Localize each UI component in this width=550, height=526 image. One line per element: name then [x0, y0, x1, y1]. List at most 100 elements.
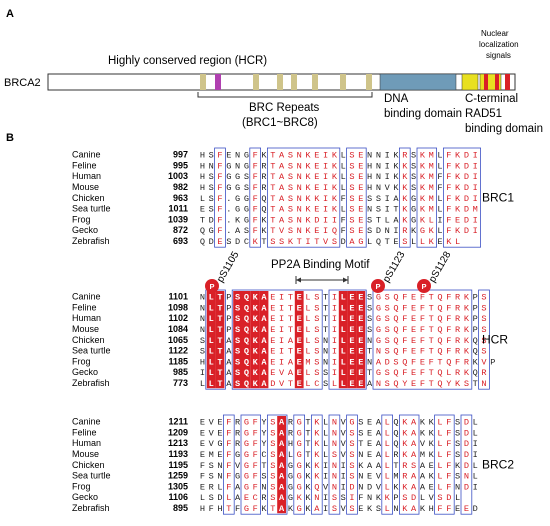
residue: D [464, 418, 469, 428]
conserved-column [294, 291, 304, 389]
residue: A [376, 450, 382, 460]
residue: S [376, 205, 381, 215]
sequence-position: 1101 [168, 292, 188, 302]
similarity-box [478, 289, 490, 390]
residue: R [455, 325, 460, 335]
residue: L [437, 450, 442, 460]
residue: I [332, 347, 337, 357]
residue: N [323, 347, 328, 357]
residue: F [226, 428, 231, 438]
residue: G [297, 439, 302, 449]
residue: K [393, 482, 399, 492]
residue: Q [393, 439, 398, 449]
residue: L [385, 482, 390, 492]
residue: D [464, 194, 469, 204]
residue: L [385, 461, 390, 471]
residue: F [253, 428, 258, 438]
residue: N [358, 450, 363, 460]
residue: S [349, 428, 354, 438]
residue: S [270, 428, 275, 438]
residue: G [244, 450, 249, 460]
residue: S [235, 303, 240, 313]
residue: K [402, 504, 408, 514]
residue: S [455, 472, 460, 482]
residue: Q [200, 237, 205, 247]
residue: I [279, 293, 284, 303]
residue: Q [437, 303, 442, 313]
sequence-position: 1098 [168, 302, 188, 312]
residue: G [376, 293, 381, 303]
residue: E [358, 303, 363, 313]
residue: K [305, 151, 311, 161]
residue: K [464, 303, 470, 313]
residue: D [411, 493, 416, 503]
residue: R [209, 482, 214, 492]
residue: T [270, 161, 275, 171]
residue: E [429, 461, 434, 471]
residue: S [314, 368, 319, 378]
residue: G [244, 215, 249, 225]
residue: F [253, 183, 258, 193]
residue: S [402, 237, 407, 247]
residue: A [279, 172, 285, 182]
residue: S [209, 493, 214, 503]
sequence-position: 872 [173, 225, 188, 235]
residue: T [429, 293, 434, 303]
residue: Q [244, 379, 249, 389]
residue: K [376, 493, 382, 503]
residue: S [209, 461, 214, 471]
residue: K [402, 215, 408, 225]
residue: Y [261, 428, 266, 438]
brc-repeats-label: BRC Repeats [249, 102, 320, 114]
sequence-position: 1305 [168, 481, 188, 491]
residue: K [253, 303, 259, 313]
residue: I [323, 194, 328, 204]
residue: D [464, 226, 469, 236]
residue: E [358, 161, 363, 171]
residue: L [385, 439, 390, 449]
residue: F [420, 368, 425, 378]
residue: E [314, 161, 319, 171]
residue: K [455, 172, 461, 182]
residue: N [297, 215, 302, 225]
species-label: Canine [72, 417, 101, 427]
residue: N [200, 325, 205, 335]
residue: K [420, 161, 426, 171]
residue: H [200, 172, 205, 182]
residue: K [332, 205, 338, 215]
residue: D [217, 493, 222, 503]
residue: L [341, 161, 346, 171]
residue: E [297, 325, 302, 335]
species-label: Sea turtle [72, 471, 111, 481]
residue: V [481, 357, 487, 367]
residue: F [446, 161, 451, 171]
residue: A [288, 336, 294, 346]
residue: F [217, 151, 222, 161]
residue: Q [244, 347, 249, 357]
residue: E [270, 314, 275, 324]
residue: F [217, 161, 222, 171]
residue: G [244, 205, 249, 215]
residue: N [332, 472, 337, 482]
residue: L [209, 314, 214, 324]
species-label: Zebrafish [72, 503, 110, 513]
residue: N [217, 461, 222, 471]
residue: F [420, 314, 425, 324]
residue: V [209, 439, 215, 449]
residue: T [288, 293, 293, 303]
residue: F [226, 461, 231, 471]
residue: T [385, 237, 390, 247]
residue: L [455, 237, 460, 247]
residue: N [367, 205, 372, 215]
residue: T [217, 379, 222, 389]
residue: Q [437, 336, 442, 346]
sequence-position: 1122 [168, 346, 188, 356]
residue: S [481, 325, 486, 335]
residue: K [385, 493, 391, 503]
residue: A [288, 368, 294, 378]
residue: K [288, 504, 294, 514]
residue: S [288, 194, 293, 204]
residue: L [473, 472, 478, 482]
brc-repeat-box [200, 74, 206, 90]
residue: F [446, 194, 451, 204]
